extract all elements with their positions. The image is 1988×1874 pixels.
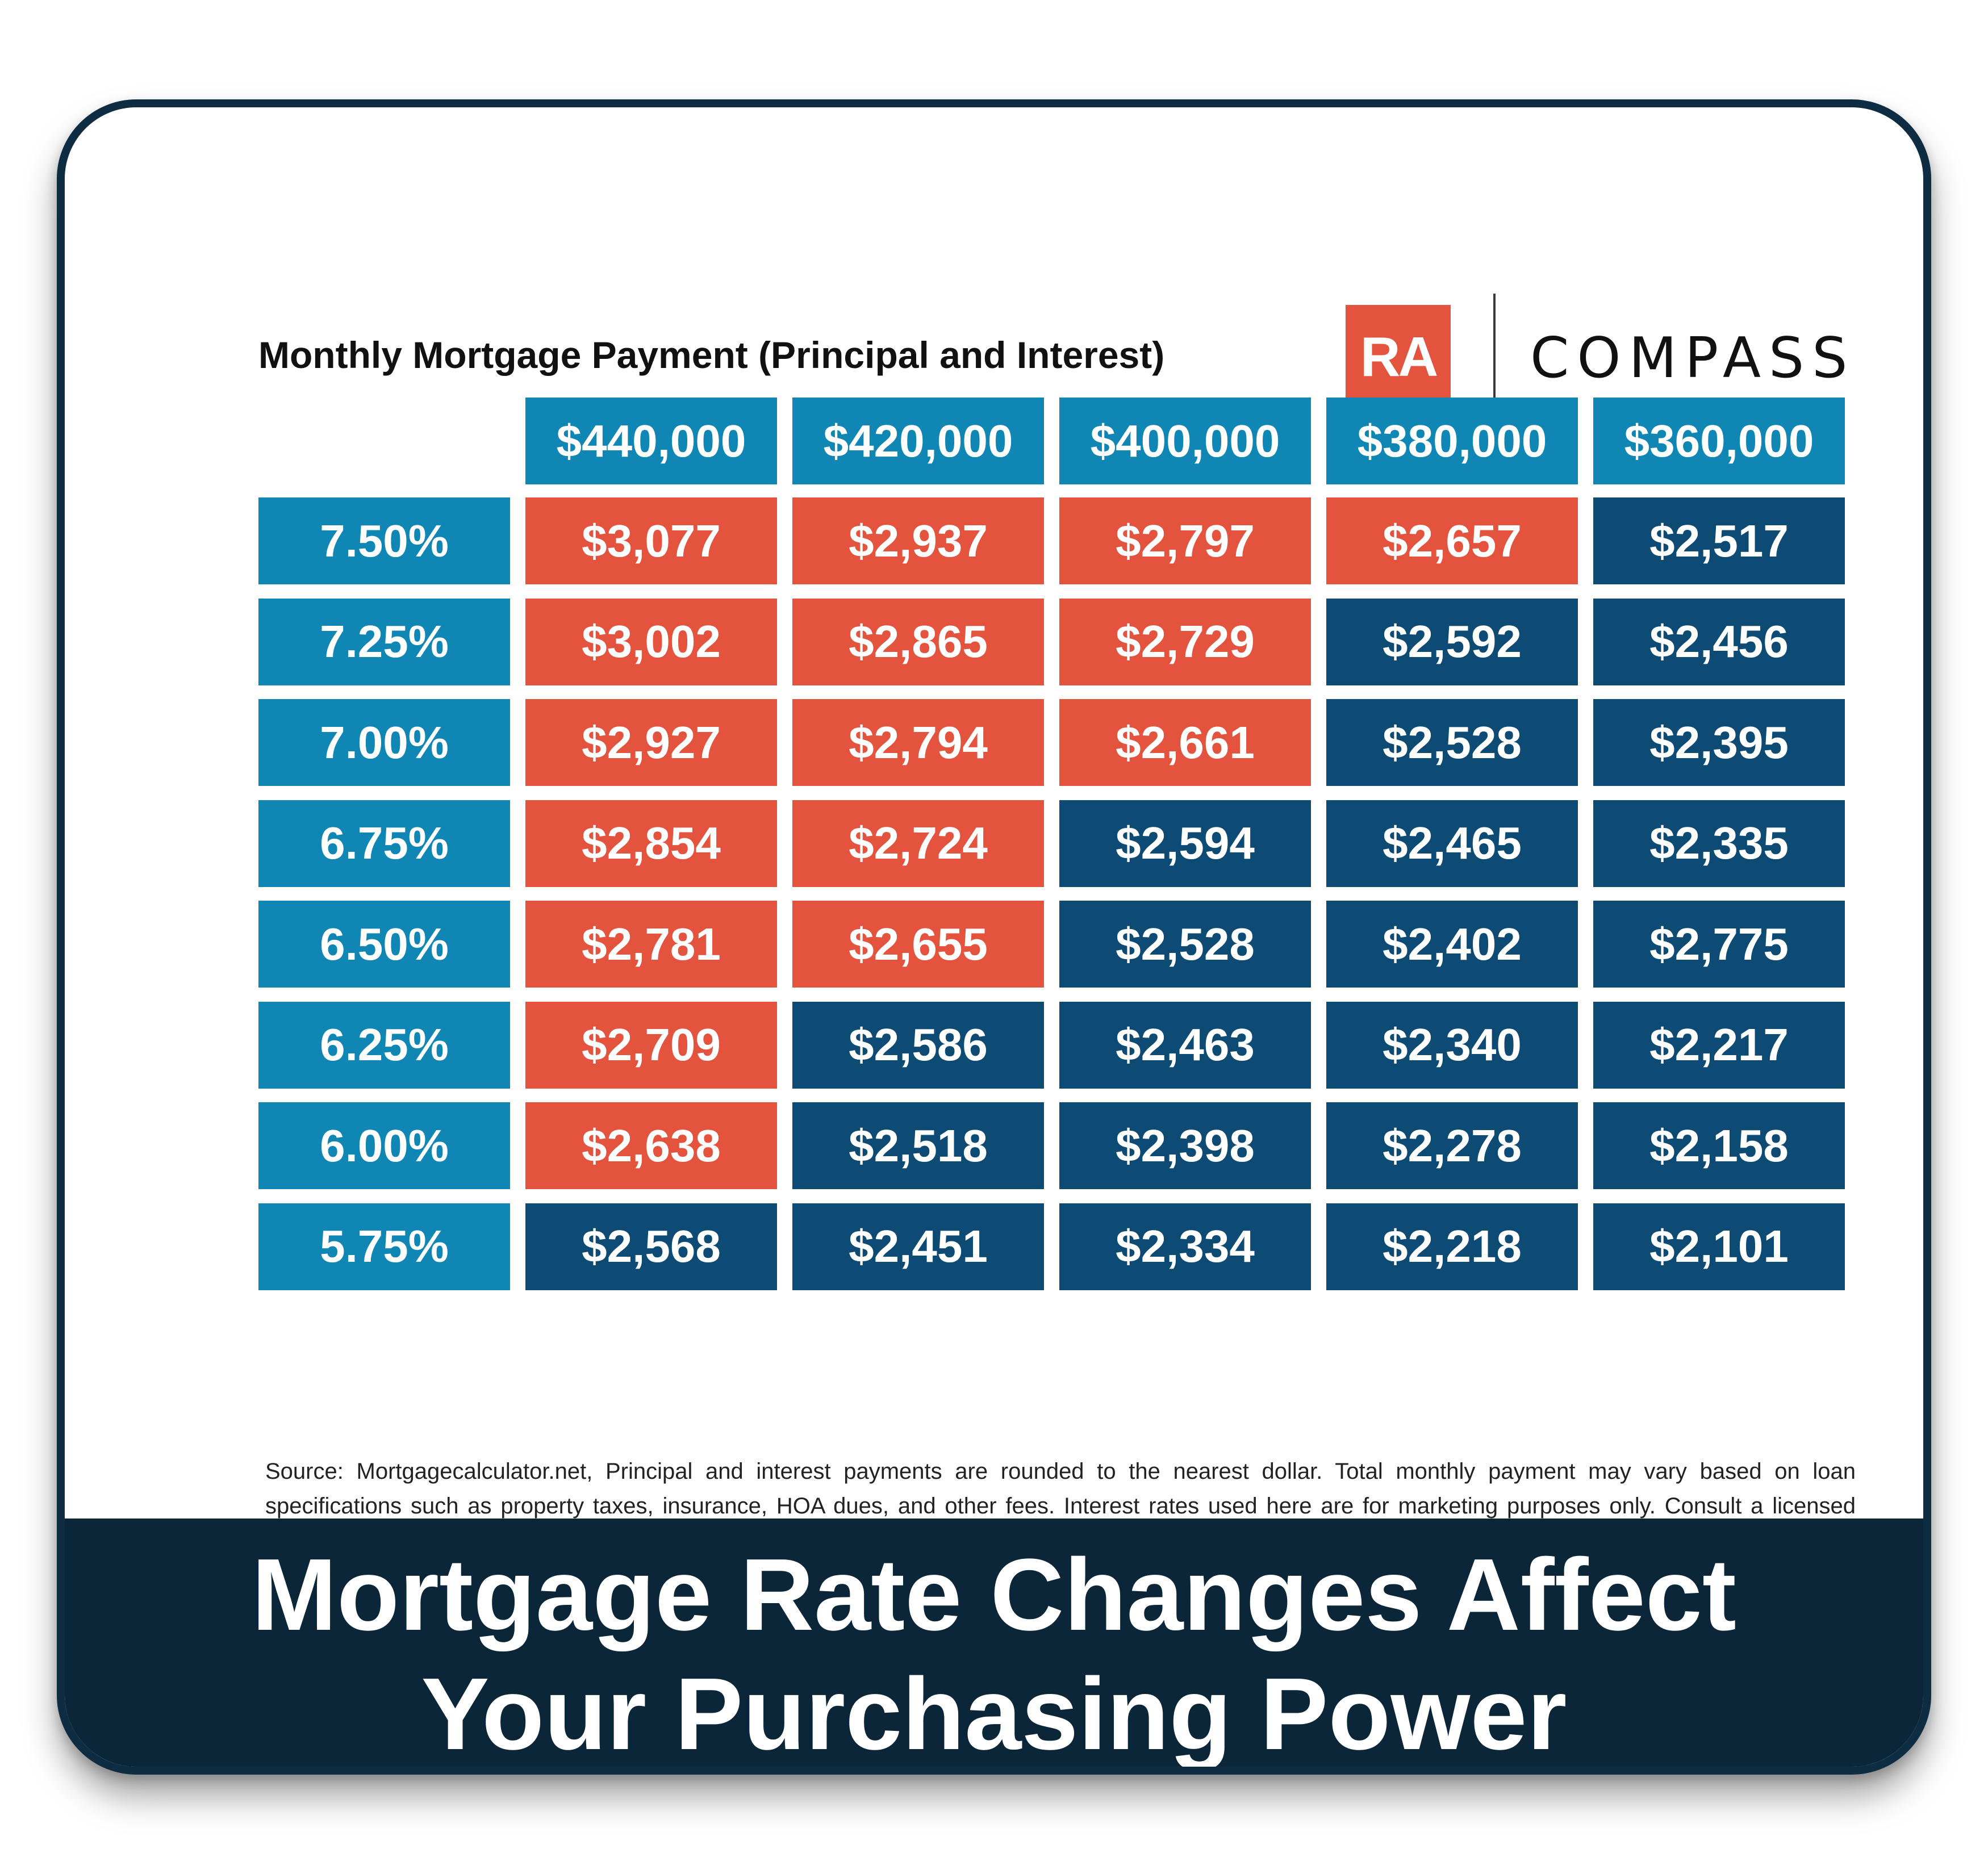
payment-cell: $2,638	[525, 1102, 777, 1189]
payment-cell: $2,101	[1593, 1203, 1845, 1290]
row-header-interest-rate: 5.75%	[258, 1203, 510, 1290]
payment-cell: $2,775	[1593, 901, 1845, 988]
payment-cell: $2,586	[792, 1001, 1044, 1089]
payment-cell: $2,865	[792, 598, 1044, 685]
payment-cell: $2,724	[792, 800, 1044, 887]
compass-logo: COMPASS	[1530, 326, 1856, 391]
payment-cell: $2,465	[1326, 800, 1578, 887]
headline-line-1: Mortgage Rate Changes Affect	[252, 1538, 1736, 1652]
headline-banner	[65, 1519, 1923, 1767]
row-header-interest-rate: 7.50%	[258, 497, 510, 584]
payment-cell: $2,340	[1326, 1001, 1578, 1089]
payment-cell: $2,657	[1326, 497, 1578, 584]
row-header-interest-rate: 7.00%	[258, 699, 510, 786]
column-header-loan-amount: $400,000	[1059, 398, 1311, 484]
payment-cell: $2,402	[1326, 901, 1578, 988]
headline-title: Mortgage Rate Changes Affect Your Purcha…	[65, 1536, 1923, 1771]
payment-cell: $2,334	[1059, 1203, 1311, 1290]
payment-cell: $2,158	[1593, 1102, 1845, 1189]
column-header-loan-amount: $380,000	[1326, 398, 1578, 484]
payment-cell: $2,451	[792, 1203, 1044, 1290]
row-header-interest-rate: 6.00%	[258, 1102, 510, 1189]
infographic-card: Monthly Mortgage Payment (Principal and …	[57, 99, 1931, 1775]
payment-cell: $2,456	[1593, 598, 1845, 685]
payment-cell: $2,797	[1059, 497, 1311, 584]
payment-cell: $3,077	[525, 497, 777, 584]
payment-cell: $2,278	[1326, 1102, 1578, 1189]
row-header-interest-rate: 6.75%	[258, 800, 510, 887]
payment-cell: $2,594	[1059, 800, 1311, 887]
payment-cell: $2,781	[525, 901, 777, 988]
payment-cell: $2,661	[1059, 699, 1311, 786]
row-header-interest-rate: 6.50%	[258, 901, 510, 988]
payment-cell: $2,528	[1326, 699, 1578, 786]
payment-cell: $2,592	[1326, 598, 1578, 685]
row-header-interest-rate: 6.25%	[258, 1001, 510, 1089]
chart-title: Monthly Mortgage Payment (Principal and …	[258, 334, 1165, 376]
payment-cell: $2,794	[792, 699, 1044, 786]
payment-cell: $2,518	[792, 1102, 1044, 1189]
ra-logo: RA	[1346, 305, 1451, 408]
payment-cell: $2,655	[792, 901, 1044, 988]
payment-cell: $2,528	[1059, 901, 1311, 988]
column-header-loan-amount: $440,000	[525, 398, 777, 484]
payment-cell: $2,463	[1059, 1001, 1311, 1089]
column-header-loan-amount: $420,000	[792, 398, 1044, 484]
payment-cell: $2,217	[1593, 1001, 1845, 1089]
payment-cell: $2,568	[525, 1203, 777, 1290]
payment-cell: $2,335	[1593, 800, 1845, 887]
payment-cell: $2,937	[792, 497, 1044, 584]
payment-cell: $2,218	[1326, 1203, 1578, 1290]
payment-cell: $3,002	[525, 598, 777, 685]
payment-cell: $2,729	[1059, 598, 1311, 685]
payment-cell: $2,395	[1593, 699, 1845, 786]
payment-cell: $2,709	[525, 1001, 777, 1089]
payment-cell: $2,517	[1593, 497, 1845, 584]
logo-divider	[1493, 294, 1496, 421]
payment-cell: $2,927	[525, 699, 777, 786]
column-header-loan-amount: $360,000	[1593, 398, 1845, 484]
row-header-interest-rate: 7.25%	[258, 598, 510, 685]
payment-cell: $2,398	[1059, 1102, 1311, 1189]
headline-line-2: Your Purchasing Power	[421, 1657, 1567, 1771]
payment-cell: $2,854	[525, 800, 777, 887]
